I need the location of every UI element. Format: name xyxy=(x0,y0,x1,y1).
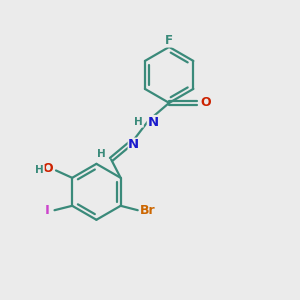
Text: H: H xyxy=(134,117,143,127)
Text: O: O xyxy=(42,163,53,176)
Text: O: O xyxy=(200,96,211,110)
Text: F: F xyxy=(165,34,173,47)
Text: H: H xyxy=(97,149,106,159)
Text: H: H xyxy=(35,166,44,176)
Text: Br: Br xyxy=(140,204,156,217)
Text: N: N xyxy=(147,116,158,128)
Text: N: N xyxy=(128,138,140,151)
Text: I: I xyxy=(45,204,50,217)
